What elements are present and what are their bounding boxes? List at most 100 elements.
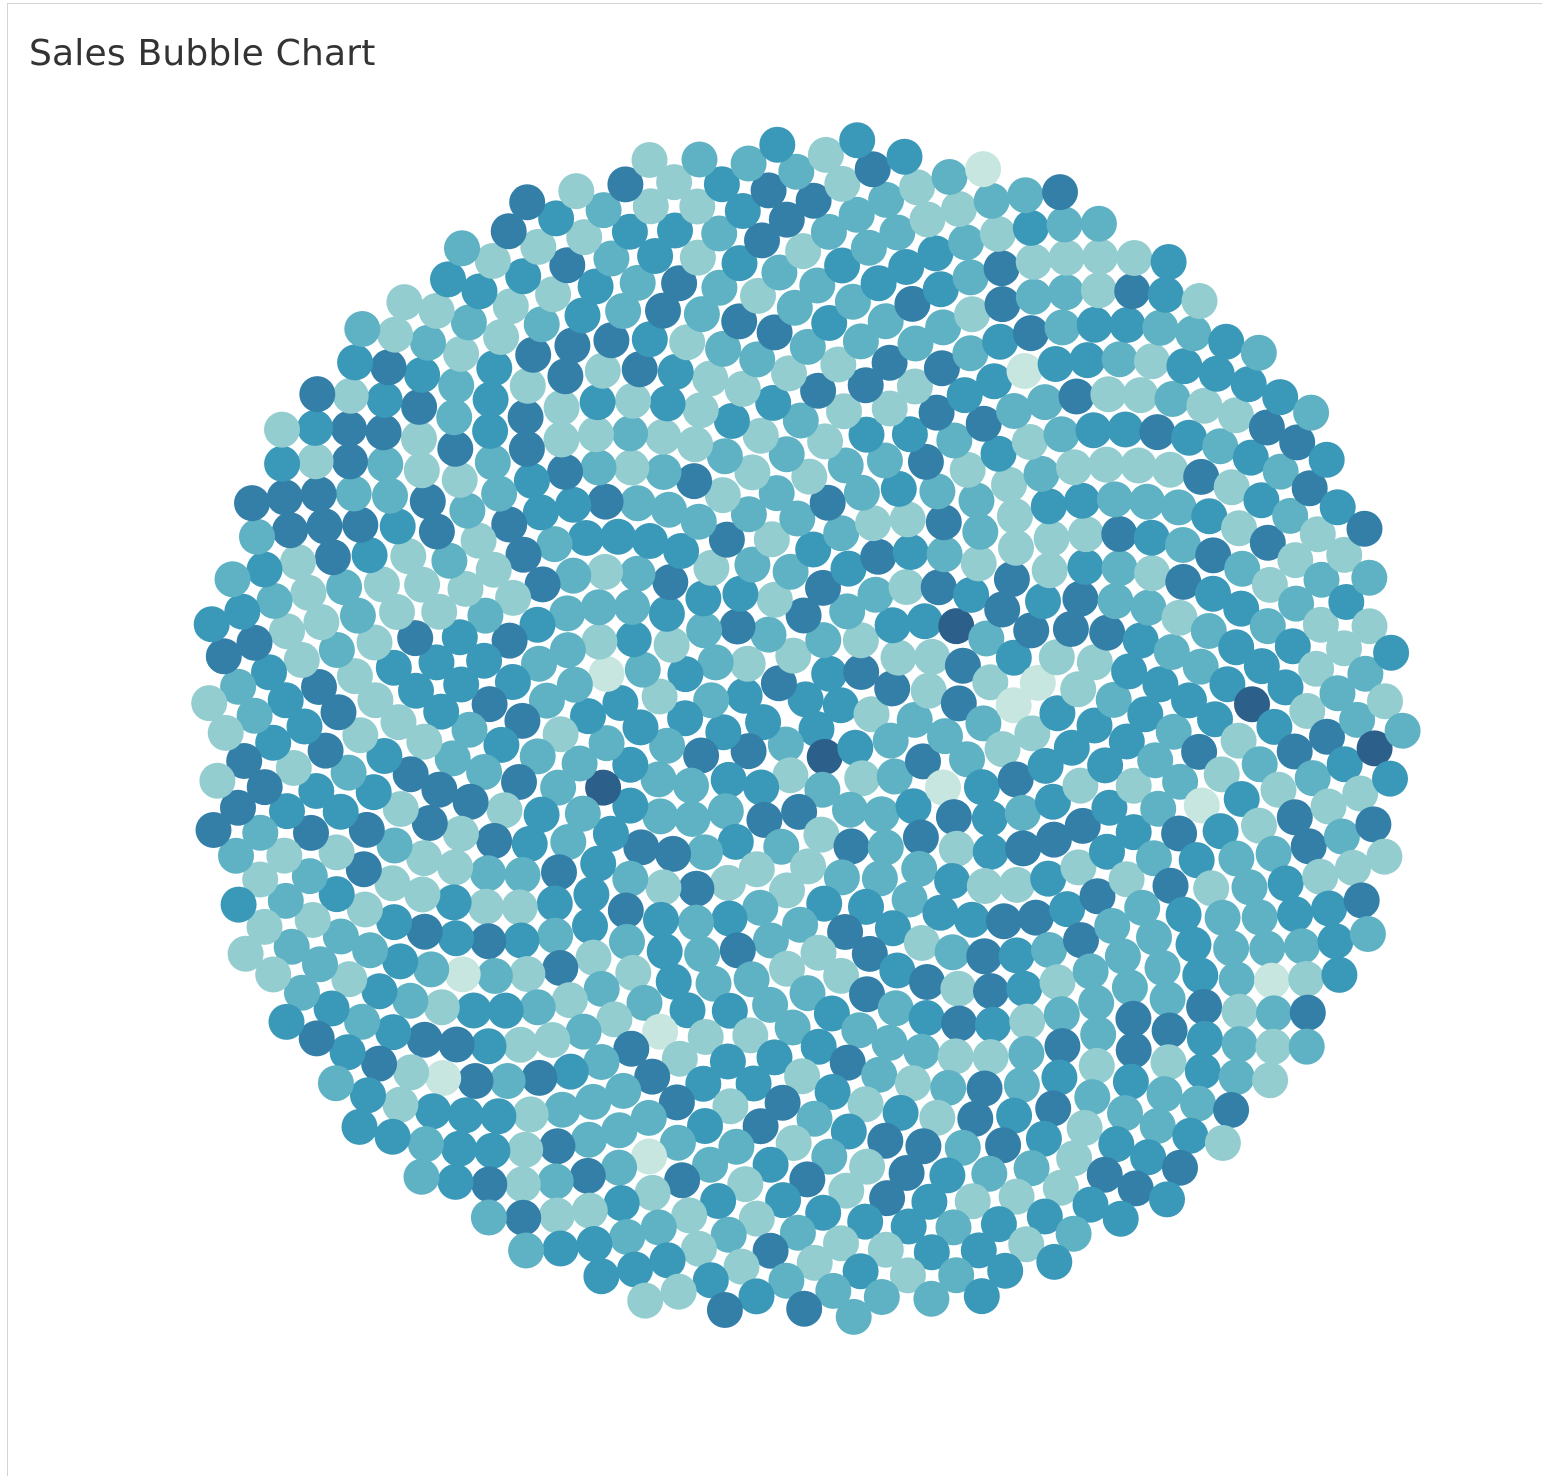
bubble[interactable] bbox=[1038, 639, 1075, 676]
bubble[interactable] bbox=[291, 858, 328, 895]
bubble[interactable] bbox=[631, 142, 668, 178]
bubble[interactable] bbox=[1256, 995, 1292, 1032]
bubble[interactable] bbox=[935, 799, 972, 836]
bubble[interactable] bbox=[857, 576, 894, 613]
bubble[interactable] bbox=[713, 403, 750, 439]
bubble[interactable] bbox=[867, 303, 904, 340]
bubble[interactable] bbox=[474, 444, 511, 481]
bubble[interactable] bbox=[667, 700, 704, 737]
bubble[interactable] bbox=[1351, 608, 1388, 645]
bubble[interactable] bbox=[623, 829, 660, 866]
bubble[interactable] bbox=[613, 1030, 650, 1067]
bubble[interactable] bbox=[752, 986, 789, 1023]
bubble[interactable] bbox=[1027, 747, 1064, 784]
bubble[interactable] bbox=[1025, 1120, 1062, 1157]
bubble[interactable] bbox=[987, 1252, 1024, 1289]
bubble[interactable] bbox=[768, 1262, 805, 1299]
bubble[interactable] bbox=[811, 305, 848, 341]
bubble[interactable] bbox=[746, 801, 783, 838]
bubble[interactable] bbox=[767, 726, 804, 763]
bubble[interactable] bbox=[1004, 794, 1041, 831]
bubble[interactable] bbox=[888, 569, 925, 605]
bubble[interactable] bbox=[889, 501, 926, 538]
bubble[interactable] bbox=[326, 569, 363, 606]
bubble[interactable] bbox=[1298, 650, 1335, 687]
bubble[interactable] bbox=[861, 860, 898, 897]
bubble[interactable] bbox=[227, 935, 264, 972]
bubble[interactable] bbox=[543, 389, 580, 426]
bubble[interactable] bbox=[1042, 174, 1078, 211]
bubble[interactable] bbox=[318, 834, 355, 871]
bubble[interactable] bbox=[1274, 628, 1311, 665]
bubble[interactable] bbox=[657, 212, 693, 249]
bubble[interactable] bbox=[685, 1065, 722, 1102]
bubble[interactable] bbox=[600, 518, 637, 555]
bubble[interactable] bbox=[580, 449, 617, 486]
bubble[interactable] bbox=[963, 1278, 1000, 1315]
bubble[interactable] bbox=[461, 273, 498, 310]
bubble[interactable] bbox=[451, 711, 488, 748]
bubble[interactable] bbox=[615, 382, 651, 419]
bubble[interactable] bbox=[1124, 889, 1161, 926]
bubble[interactable] bbox=[1049, 891, 1086, 928]
bubble[interactable] bbox=[843, 654, 880, 690]
bubble[interactable] bbox=[909, 964, 945, 1000]
bubble[interactable] bbox=[542, 1230, 579, 1267]
bubble[interactable] bbox=[841, 1012, 878, 1049]
bubble[interactable] bbox=[515, 336, 552, 373]
bubble[interactable] bbox=[286, 708, 323, 745]
bubble[interactable] bbox=[1161, 599, 1198, 636]
bubble[interactable] bbox=[1058, 378, 1095, 415]
bubble[interactable] bbox=[555, 557, 592, 594]
bubble[interactable] bbox=[1008, 1035, 1045, 1072]
bubble[interactable] bbox=[1007, 177, 1044, 214]
bubble[interactable] bbox=[549, 595, 586, 632]
bubble[interactable] bbox=[1055, 1215, 1092, 1252]
bubble[interactable] bbox=[519, 606, 556, 643]
bubble[interactable] bbox=[1241, 807, 1277, 844]
bubble[interactable] bbox=[1291, 470, 1328, 507]
bubble[interactable] bbox=[1186, 988, 1223, 1025]
bubble[interactable] bbox=[1166, 348, 1203, 385]
bubble[interactable] bbox=[1310, 788, 1347, 825]
bubble[interactable] bbox=[1076, 306, 1113, 343]
bubble[interactable] bbox=[860, 538, 897, 575]
bubble[interactable] bbox=[806, 738, 843, 775]
bubble[interactable] bbox=[350, 1077, 386, 1114]
bubble[interactable] bbox=[634, 1058, 671, 1095]
bubble[interactable] bbox=[810, 213, 847, 250]
bubble[interactable] bbox=[1183, 787, 1220, 824]
bubble[interactable] bbox=[952, 259, 989, 296]
bubble[interactable] bbox=[652, 564, 689, 601]
bubble[interactable] bbox=[860, 265, 897, 302]
bubble[interactable] bbox=[976, 363, 1013, 400]
bubble[interactable] bbox=[701, 215, 738, 252]
bubble[interactable] bbox=[1091, 789, 1128, 826]
bubble[interactable] bbox=[752, 1232, 789, 1269]
bubble[interactable] bbox=[872, 722, 909, 759]
bubble[interactable] bbox=[407, 1126, 444, 1163]
bubble[interactable] bbox=[1290, 828, 1327, 865]
bubble[interactable] bbox=[673, 767, 709, 804]
bubble[interactable] bbox=[901, 850, 938, 887]
bubble[interactable] bbox=[789, 328, 826, 365]
bubble[interactable] bbox=[367, 446, 404, 483]
bubble[interactable] bbox=[1139, 414, 1176, 451]
bubble[interactable] bbox=[390, 538, 427, 575]
bubble[interactable] bbox=[1267, 669, 1304, 706]
bubble[interactable] bbox=[443, 666, 480, 703]
bubble[interactable] bbox=[404, 566, 441, 603]
bubble[interactable] bbox=[609, 1219, 646, 1255]
bubble[interactable] bbox=[455, 992, 492, 1029]
bubble[interactable] bbox=[730, 733, 767, 770]
bubble[interactable] bbox=[692, 1262, 729, 1299]
bubble[interactable] bbox=[1161, 815, 1198, 852]
bubble[interactable] bbox=[351, 537, 388, 574]
bubble[interactable] bbox=[1255, 835, 1292, 872]
bubble[interactable] bbox=[509, 184, 546, 221]
bubble[interactable] bbox=[1309, 718, 1345, 755]
bubble[interactable] bbox=[744, 222, 780, 259]
bubble[interactable] bbox=[580, 845, 617, 882]
bubble[interactable] bbox=[660, 1273, 697, 1310]
bubble[interactable] bbox=[1249, 524, 1286, 561]
